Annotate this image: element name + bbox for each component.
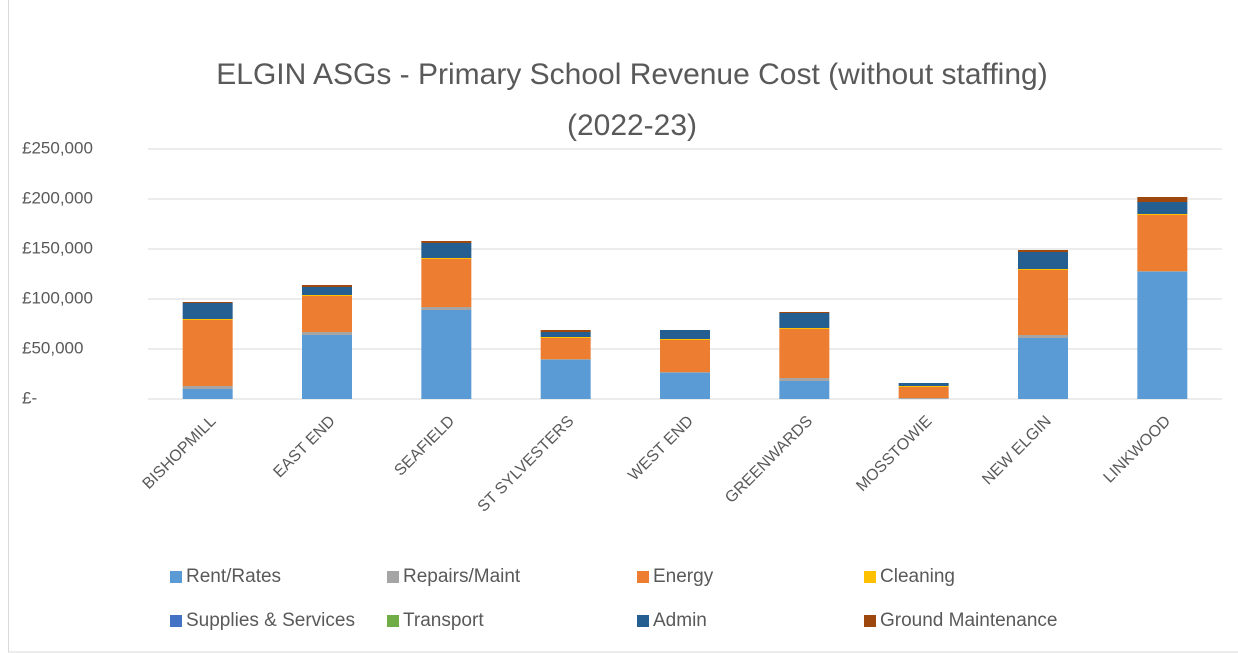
bar-segment — [779, 312, 830, 313]
y-tick-label: £100,000 — [22, 288, 93, 307]
bar-segment — [898, 386, 949, 387]
bar-segment — [779, 329, 830, 378]
legend-label: Energy — [653, 566, 714, 587]
bar-segment — [660, 339, 710, 340]
bar-segment — [540, 332, 591, 337]
bar-segment — [302, 335, 352, 399]
x-tick-label: EAST END — [270, 413, 338, 481]
bar-segment — [421, 307, 472, 310]
legend-label: Supplies & Services — [186, 610, 355, 631]
bar-segment — [182, 302, 233, 303]
bar-segment — [1018, 250, 1068, 252]
bar-segment — [182, 386, 233, 389]
bar-segment — [779, 328, 830, 329]
bar-segment — [540, 330, 591, 332]
bar-segment — [898, 387, 949, 398]
bar-segment — [540, 337, 591, 338]
bar-segment — [1137, 271, 1188, 272]
bar-segment — [1018, 269, 1068, 270]
bar-segment — [182, 320, 233, 386]
bar-segment — [1137, 215, 1188, 271]
bar-segment — [1137, 272, 1188, 399]
x-tick-label: GREENWARDS — [722, 413, 816, 507]
bar-segment — [660, 373, 710, 399]
bar-segment — [1018, 338, 1068, 399]
bar-segment — [182, 389, 233, 399]
bar-segment — [421, 243, 472, 258]
x-tick-label: LINKWOOD — [1101, 413, 1175, 487]
bar-segment — [1018, 252, 1068, 269]
bar-segment — [779, 378, 830, 381]
chart-title: (2022-23) — [567, 109, 697, 142]
legend-swatch — [637, 571, 649, 583]
y-tick-label: £- — [22, 388, 37, 407]
bar-segment — [1137, 202, 1188, 214]
bar-segment — [182, 319, 233, 320]
legend-label: Admin — [653, 610, 707, 631]
legend-swatch — [864, 571, 876, 583]
bar-segment — [1018, 335, 1068, 338]
bar-segment — [302, 295, 352, 296]
y-tick-label: £150,000 — [22, 238, 93, 257]
legend-swatch — [387, 571, 399, 583]
bar-segment — [1137, 214, 1188, 215]
x-tick-label: MOSSTOWIE — [853, 413, 935, 495]
bar-segment — [898, 398, 949, 399]
bar-segment — [421, 259, 472, 307]
bar-segment — [540, 359, 591, 360]
bar-segment — [898, 383, 949, 386]
x-tick-label: NEW ELGIN — [979, 413, 1055, 489]
y-tick-label: £250,000 — [22, 138, 93, 157]
y-tick-label: £200,000 — [22, 188, 93, 207]
legend-label: Cleaning — [880, 566, 955, 587]
x-tick-label: ST SYLVESTERS — [475, 413, 578, 516]
x-tick-label: BISHOPMILL — [140, 413, 220, 493]
x-tick-label: WEST END — [625, 413, 697, 485]
legend-swatch — [387, 615, 399, 627]
chart-border — [8, 0, 1238, 653]
bar-segment — [421, 310, 472, 399]
bar-segment — [1018, 270, 1068, 335]
legend-label: Ground Maintenance — [880, 610, 1057, 631]
y-tick-label: £50,000 — [22, 338, 83, 357]
bar-segment — [660, 372, 710, 373]
chart-title: ELGIN ASGs - Primary School Revenue Cost… — [216, 58, 1047, 91]
legend-label: Rent/Rates — [186, 566, 281, 587]
legend-swatch — [864, 615, 876, 627]
bar-segment — [302, 332, 352, 335]
bar-segment — [540, 338, 591, 359]
legend-label: Repairs/Maint — [403, 566, 521, 587]
bar-segment — [302, 296, 352, 332]
bar-segment — [302, 285, 352, 287]
bar-segment — [302, 287, 352, 295]
legend-label: Transport — [403, 610, 484, 631]
bar-segment — [421, 258, 472, 259]
bar-segment — [540, 360, 591, 399]
legend-swatch — [637, 615, 649, 627]
bar-segment — [660, 340, 710, 372]
legend-swatch — [170, 615, 182, 627]
bar-segment — [1137, 197, 1188, 202]
x-tick-label: SEAFIELD — [391, 413, 458, 480]
bar-segment — [182, 303, 233, 319]
bar-segment — [421, 241, 472, 243]
bar-segment — [660, 330, 710, 339]
legend-swatch — [170, 571, 182, 583]
bar-segment — [779, 313, 830, 328]
bar-segment — [779, 381, 830, 399]
